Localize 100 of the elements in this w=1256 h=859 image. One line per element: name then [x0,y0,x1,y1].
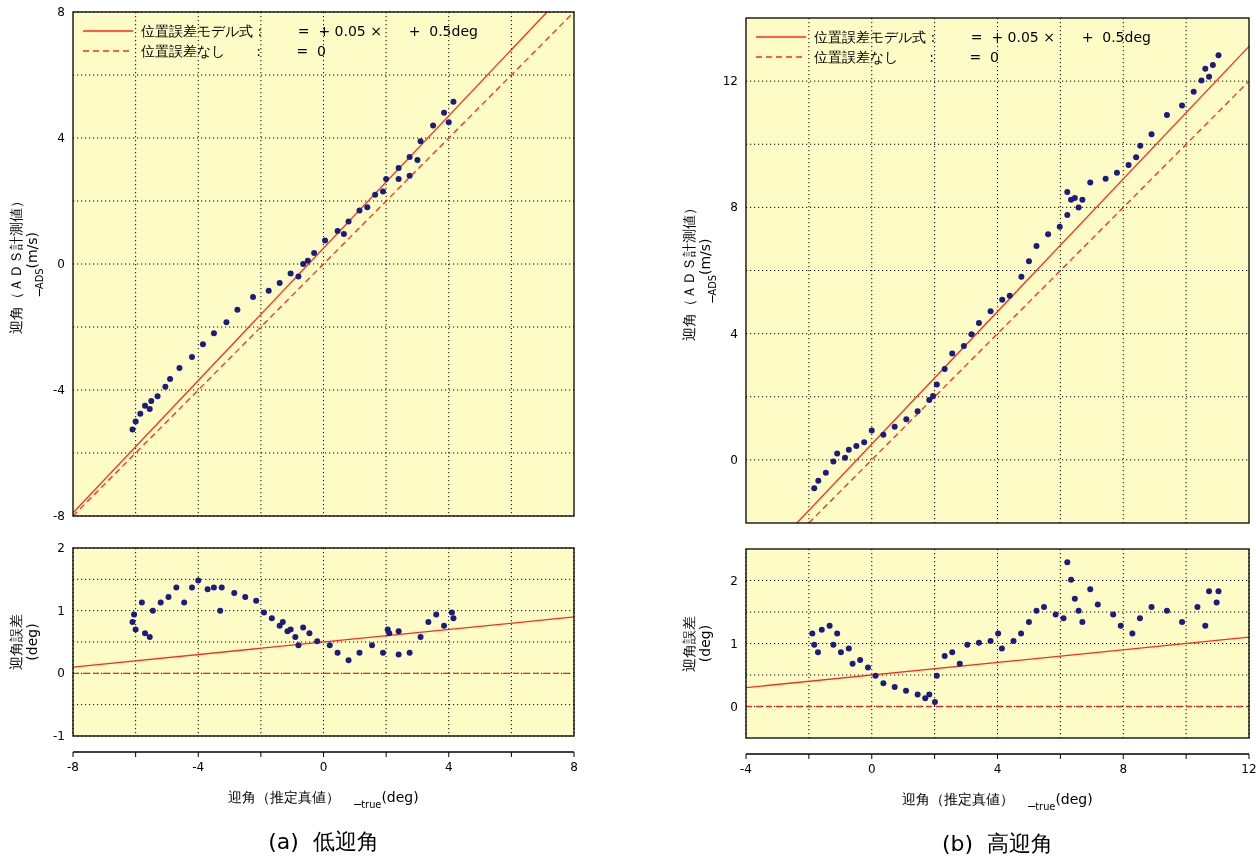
point [138,599,145,606]
point [364,204,371,211]
point [933,381,940,388]
point [406,153,413,160]
point [204,586,211,593]
point [356,649,363,656]
point [830,641,837,648]
point [857,656,864,663]
point [818,626,825,633]
point [146,405,153,412]
point [188,353,195,360]
point [379,649,386,656]
y-tick-label: 2 [730,573,738,588]
point [975,639,982,646]
point [826,622,833,629]
point [157,599,164,606]
point [1056,223,1063,230]
point [395,164,402,171]
point [395,175,402,182]
point [1206,73,1213,80]
x-tick-label: 0 [319,760,328,774]
point [450,98,457,105]
point [880,431,887,438]
point [941,365,948,372]
point [1215,588,1222,595]
point [199,341,206,348]
point [306,630,313,637]
point [268,615,275,622]
point [417,138,424,145]
point [834,630,841,637]
y-tick-label: -8 [53,509,65,523]
point [868,427,875,434]
point [295,273,302,280]
point [253,597,260,604]
point [154,393,161,400]
point [1202,622,1209,629]
point [1179,619,1186,626]
point [149,607,156,614]
y-tick-label: 8 [57,5,65,19]
y-tick-label: 1 [57,603,65,618]
point [1075,204,1082,211]
point [1110,611,1117,618]
point [853,442,860,449]
y-tick-label: 0 [730,452,738,467]
point [811,641,818,648]
point [941,653,948,660]
point [1102,175,1109,182]
x-tick-label: 8 [1119,762,1128,776]
point [304,257,311,264]
point [188,584,195,591]
point [903,416,910,423]
point [383,175,390,182]
point [287,270,294,277]
x-tick-label: 8 [570,760,578,774]
point [1209,62,1216,69]
point [414,157,421,164]
point [1215,52,1222,59]
point [837,649,844,656]
point [1148,131,1155,138]
point [379,188,386,195]
point [295,642,302,649]
point [441,622,448,629]
point [210,584,217,591]
point [146,633,153,640]
x-tick-label: 0 [867,762,876,776]
point [1071,595,1078,602]
point [861,439,868,446]
point [372,191,379,198]
y-tick-label: 0 [57,666,65,681]
y-tick-label: -1 [53,729,65,743]
point [326,642,333,649]
point [314,638,321,645]
point [811,485,818,492]
point [1190,88,1197,95]
point [292,633,299,640]
point [165,593,172,600]
point [1163,111,1170,118]
point [834,450,841,457]
y-tick-label: 1 [730,636,738,651]
y-tick-label: 12 [722,74,738,89]
x-tick-label: -8 [67,760,79,774]
point [842,454,849,461]
x-axis-title: 迎角（推定真値） _$_{true}$(deg) [902,791,1093,812]
point [933,672,940,679]
point [441,109,448,116]
point [960,342,967,349]
point [987,637,994,644]
point [1113,169,1120,176]
point [1033,242,1040,249]
point [340,231,347,238]
point [217,607,224,614]
point [311,249,318,256]
point [998,645,1005,652]
point [167,375,174,382]
point [132,626,139,633]
point [1194,603,1201,610]
point [845,446,852,453]
point [1018,630,1025,637]
point [261,609,268,616]
point [1163,607,1170,614]
